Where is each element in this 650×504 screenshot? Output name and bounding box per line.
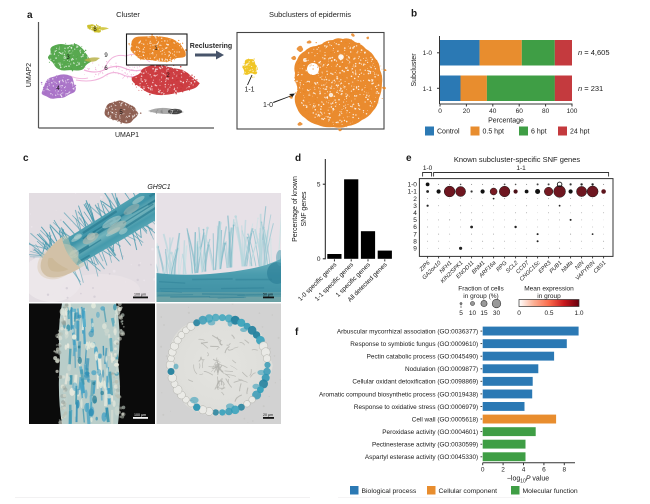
svg-text:6 hpt: 6 hpt [531, 129, 547, 136]
svg-text:1-0: 1-0 [263, 102, 273, 109]
svg-text:0.5: 0.5 [544, 310, 553, 317]
svg-text:10: 10 [469, 310, 477, 317]
svg-text:3: 3 [413, 203, 417, 210]
svg-text:1-0: 1-0 [423, 50, 433, 57]
svg-text:7: 7 [413, 231, 417, 238]
svg-text:Peroxidase activity (GO:000460: Peroxidase activity (GO:0004601) [382, 429, 478, 436]
svg-text:Cluster: Cluster [116, 10, 140, 19]
svg-text:Known subcluster-specific SNF: Known subcluster-specific SNF genes [454, 155, 581, 164]
svg-text:Cell wall (GO:0005618): Cell wall (GO:0005618) [412, 416, 478, 423]
svg-text:0.5 hpt: 0.5 hpt [483, 129, 504, 136]
svg-text:UMAP2: UMAP2 [26, 63, 33, 87]
svg-text:0: 0 [438, 108, 442, 115]
svg-text:Molecular function: Molecular function [523, 488, 578, 495]
svg-text:Cellular oxidant detoxificatio: Cellular oxidant detoxification (GO:0098… [352, 379, 478, 386]
svg-text:0: 0 [517, 310, 521, 317]
svg-text:Percentage: Percentage [488, 118, 524, 125]
svg-text:8: 8 [413, 238, 417, 245]
svg-text:8: 8 [562, 467, 566, 474]
svg-text:Percentage of known: Percentage of known [292, 176, 299, 242]
svg-text:1-0: 1-0 [407, 182, 417, 189]
svg-text:SNF genes: SNF genes [301, 191, 308, 227]
svg-text:24 hpt: 24 hpt [570, 129, 590, 136]
svg-text:50 μm: 50 μm [263, 293, 273, 297]
svg-text:4: 4 [413, 210, 417, 217]
svg-text:Control: Control [437, 129, 460, 136]
svg-text:GH9C1: GH9C1 [147, 184, 170, 191]
svg-text:1.0: 1.0 [574, 310, 583, 317]
svg-text:40: 40 [489, 108, 497, 115]
svg-text:Aromatic compound biosynthetic: Aromatic compound biosynthetic process (… [319, 391, 478, 398]
svg-text:in group: in group [537, 293, 561, 300]
svg-text:5: 5 [413, 217, 417, 224]
svg-text:1-1: 1-1 [516, 165, 526, 172]
svg-text:0: 0 [481, 467, 485, 474]
svg-text:Subclusters of epidermis: Subclusters of epidermis [269, 10, 351, 19]
svg-text:100: 100 [567, 108, 578, 115]
svg-text:0: 0 [317, 256, 321, 263]
svg-text:d: d [295, 153, 301, 164]
svg-text:e: e [406, 153, 412, 164]
svg-text:c: c [23, 153, 29, 164]
svg-text:9: 9 [413, 246, 417, 253]
svg-text:1-1: 1-1 [244, 87, 254, 94]
svg-text:100 μm: 100 μm [134, 413, 146, 417]
svg-text:Biological process: Biological process [362, 488, 417, 495]
svg-text:Fraction of cells: Fraction of cells [458, 286, 504, 293]
svg-text:Pectinesterase activity (GO:00: Pectinesterase activity (GO:0030599) [372, 442, 478, 449]
svg-text:5: 5 [459, 310, 463, 317]
svg-text:1-0: 1-0 [423, 165, 433, 172]
svg-text:100 μm: 100 μm [134, 293, 146, 297]
svg-text:Aspartyl esterase activity (GO: Aspartyl esterase activity (GO:0045330) [365, 454, 478, 461]
svg-text:1-1: 1-1 [423, 86, 433, 93]
svg-text:5: 5 [317, 182, 321, 189]
svg-text:6: 6 [542, 467, 546, 474]
svg-text:Response to symbiotic fungus (: Response to symbiotic fungus (GO:0009610… [350, 341, 478, 348]
svg-text:2: 2 [413, 196, 417, 203]
svg-text:80: 80 [542, 108, 550, 115]
svg-text:20: 20 [463, 108, 471, 115]
svg-text:Mean expression: Mean expression [524, 286, 574, 293]
svg-text:Subcluster: Subcluster [411, 53, 418, 87]
svg-text:n = 4,605: n = 4,605 [578, 48, 610, 57]
svg-text:7: 7 [170, 110, 173, 116]
svg-text:in group (%): in group (%) [463, 293, 498, 300]
svg-text:n = 231: n = 231 [578, 84, 603, 93]
svg-text:60: 60 [516, 108, 524, 115]
svg-text:Reclustering: Reclustering [190, 43, 232, 50]
svg-text:Cellular component: Cellular component [439, 488, 498, 495]
svg-text:15: 15 [480, 310, 488, 317]
svg-text:Nodulation (GO:0009877): Nodulation (GO:0009877) [405, 366, 478, 373]
svg-text:Pectin catabolic process (GO:0: Pectin catabolic process (GO:0045490) [367, 354, 479, 361]
svg-text:2: 2 [501, 467, 505, 474]
svg-text:Arbuscular mycorrhizal associa: Arbuscular mycorrhizal association (GO:0… [337, 328, 478, 335]
svg-text:6: 6 [413, 224, 417, 231]
svg-text:4: 4 [522, 467, 526, 474]
svg-text:Response to oxidative stress (: Response to oxidative stress (GO:0006979… [354, 404, 478, 411]
svg-text:30: 30 [493, 310, 501, 317]
svg-text:b: b [411, 9, 417, 20]
svg-text:UMAP1: UMAP1 [115, 132, 139, 139]
svg-text:a: a [27, 10, 33, 21]
svg-text:1-1: 1-1 [407, 189, 417, 196]
svg-text:20 μm: 20 μm [263, 413, 273, 417]
